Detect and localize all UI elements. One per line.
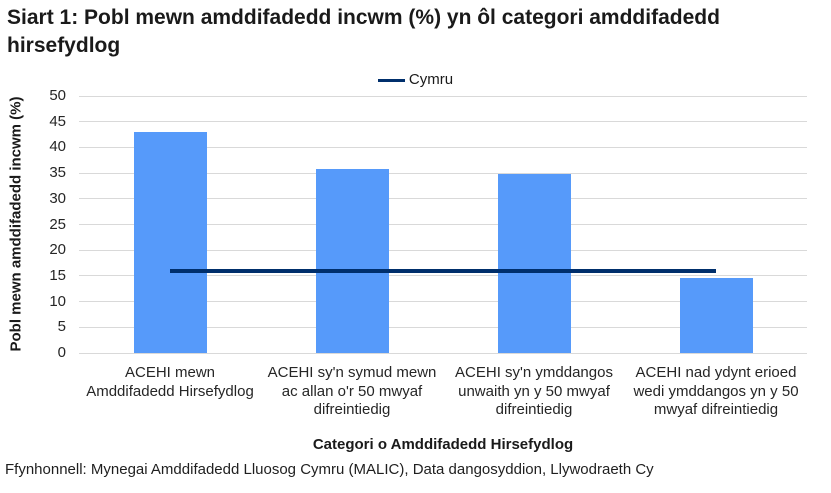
legend: Cymru xyxy=(0,71,831,89)
chart-title: Siart 1: Pobl mewn amddifadedd incwm (%)… xyxy=(7,4,823,60)
x-tick-label-line: difreintiedig xyxy=(313,401,391,418)
y-tick-label-50: 50 xyxy=(49,87,66,104)
bar-category-1 xyxy=(133,131,207,353)
x-tick-label-line: unwaith yn y 50 mwyaf xyxy=(458,382,610,400)
gridline-y40 xyxy=(79,146,807,148)
bar-category-4 xyxy=(679,278,753,353)
gridline-y15 xyxy=(79,275,807,277)
y-tick-label-5: 5 xyxy=(57,318,66,336)
gridline-y35 xyxy=(79,172,807,174)
y-tick-label-45: 45 xyxy=(49,112,66,130)
gridline-y5 xyxy=(79,326,807,328)
x-tick-label-line: ACEHI mewn xyxy=(124,364,216,381)
y-tick-label-20: 20 xyxy=(49,241,66,259)
legend-line-swatch xyxy=(377,78,405,82)
y-tick-label-25: 25 xyxy=(49,215,66,233)
y-tick-label-0: 0 xyxy=(57,344,66,361)
gridline-y20 xyxy=(79,249,807,251)
gridline-y25 xyxy=(79,224,807,225)
reference-line-cymru xyxy=(170,269,716,274)
x-tick-label-line: ACEHI nad ydynt erioed xyxy=(635,364,797,381)
x-tick-label-line: Amddifadedd Hirsefydlog xyxy=(86,382,254,400)
x-tick-label-line: wedi ymddangos yn y 50 xyxy=(633,382,799,400)
y-tick-label-15: 15 xyxy=(49,266,66,284)
x-tick-label-4: ACEHI nad ydynt erioed wedi ymddangos yn … xyxy=(622,364,810,420)
x-tick-label-3: ACEHI sy'n ymddangos unwaith yn y 50 mwya… xyxy=(440,364,628,420)
y-tick-label-10: 10 xyxy=(49,292,66,310)
legend-label: Cymru xyxy=(408,71,454,88)
x-tick-label-line: ac allan o'r 50 mwyaf xyxy=(281,382,423,400)
x-tick-label-2: ACEHI sy'n symud mewn ac allan o'r 50 mwy… xyxy=(258,364,446,420)
y-tick-label-40: 40 xyxy=(49,138,66,156)
gridline-y0 xyxy=(79,352,807,354)
chart-title-line2: hirsefydlog xyxy=(7,34,121,57)
source-note: Ffynhonnell: Mynegai Amddifadedd Lluosog… xyxy=(5,461,654,478)
bar-category-2 xyxy=(315,169,389,353)
bar-category-3 xyxy=(497,174,571,353)
x-tick-label-line: ACEHI sy'n ymddangos xyxy=(455,364,613,381)
x-tick-label-1: ACEHI mewn Amddifadedd Hirsefydlog xyxy=(76,364,264,401)
gridline-y50 xyxy=(79,95,807,97)
gridline-y45 xyxy=(79,121,807,123)
gridline-y10 xyxy=(79,301,807,303)
x-axis-title: Categori o Amddifadedd Hirsefydlog xyxy=(312,436,574,453)
x-tick-label-line: mwyaf difreintiedig xyxy=(653,401,779,418)
gridline-y30 xyxy=(79,198,807,200)
y-tick-label-30: 30 xyxy=(49,189,66,207)
x-tick-label-line: ACEHI sy'n symud mewn xyxy=(267,364,437,381)
y-tick-label-35: 35 xyxy=(49,164,66,182)
x-tick-label-line: difreintiedig xyxy=(495,401,573,418)
plot-area xyxy=(79,95,807,354)
chart-title-line1: Siart 1: Pobl mewn amddifadedd incwm (%)… xyxy=(7,6,720,29)
